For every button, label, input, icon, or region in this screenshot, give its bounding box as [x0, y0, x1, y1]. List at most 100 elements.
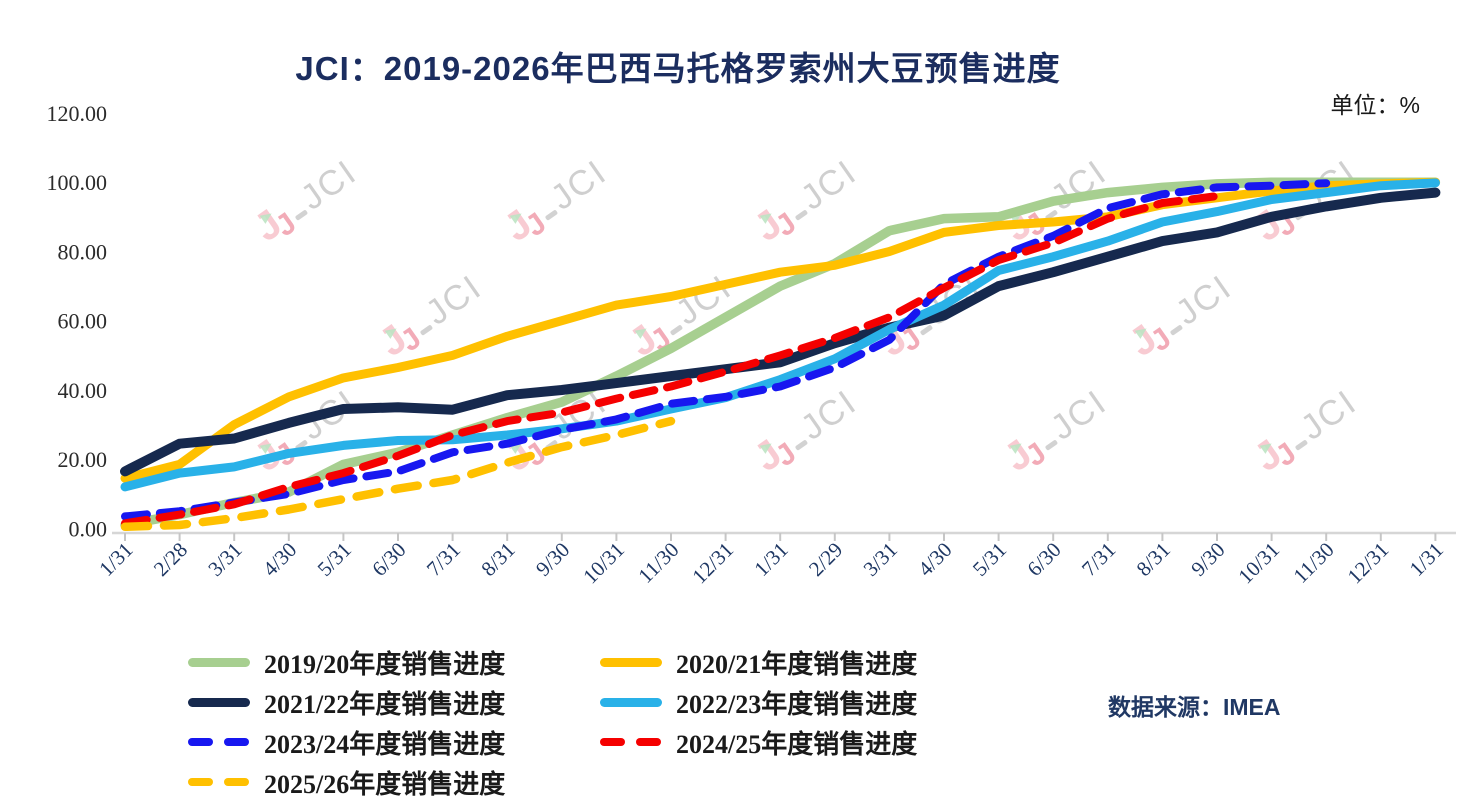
legend-dash-segment — [224, 778, 249, 786]
x-axis-tick-label: 8/31 — [1132, 538, 1175, 581]
watermark-text: JCI — [669, 267, 739, 333]
watermark-logo-green-triangle — [759, 213, 772, 224]
legend-label: 2025/26年度销售进度 — [264, 769, 506, 799]
watermark-text: JCI — [294, 152, 364, 218]
watermark-text: JCI — [1294, 382, 1364, 448]
legend-label: 2019/20年度销售进度 — [264, 649, 506, 679]
legend-dashed-line-swatch — [188, 738, 250, 746]
series-line-2021-22 — [120, 187, 1441, 477]
legend-line-swatch — [188, 657, 250, 667]
unit-label: 单位：% — [1330, 92, 1420, 118]
x-axis-tick-label: 2/28 — [149, 538, 192, 581]
legend-item: 2020/21年度销售进度 — [600, 644, 1012, 681]
y-axis-tick-label: 0.00 — [69, 517, 108, 542]
legend-item: 2021/22年度销售进度 — [188, 684, 600, 721]
x-axis-tick-label: 9/30 — [1186, 538, 1229, 581]
x-axis-tick-label: 8/31 — [476, 538, 519, 581]
series-line-2025-26 — [120, 416, 676, 532]
x-axis-tick-label: 3/31 — [859, 538, 902, 581]
x-axis-tick-label: 11/30 — [633, 538, 683, 588]
legend-line-swatch — [188, 697, 250, 707]
watermark-underscore — [1295, 440, 1308, 451]
legend-item: 2023/24年度销售进度 — [188, 724, 600, 761]
x-axis-tick-label: 2/29 — [804, 538, 847, 581]
x-axis-tick-label: 7/31 — [422, 538, 465, 581]
x-axis-tick-label: 1/31 — [94, 538, 137, 581]
y-axis-tick-label: 120.00 — [47, 101, 108, 126]
y-axis-tick-label: 80.00 — [58, 239, 108, 264]
legend-dash-segment — [188, 778, 213, 786]
watermark-underscore — [795, 210, 808, 221]
watermark-underscore — [670, 325, 683, 336]
x-axis-tick-label: 9/30 — [531, 538, 574, 581]
legend-dash-segment — [636, 738, 661, 746]
watermark-underscore — [1045, 440, 1058, 451]
x-axis-tick-label: 1/31 — [1405, 538, 1448, 581]
watermark-underscore — [295, 210, 308, 221]
legend-label: 2024/25年度销售进度 — [676, 729, 918, 759]
x-axis-tick-label: 6/30 — [1022, 538, 1065, 581]
y-axis-tick-label: 60.00 — [58, 309, 108, 334]
watermark-underscore — [1045, 210, 1058, 221]
series-line-2023-24 — [121, 179, 1331, 521]
legend-dashed-line-swatch — [188, 778, 250, 786]
watermark-logo-green-triangle — [259, 213, 272, 224]
legend-label: 2023/24年度销售进度 — [264, 729, 506, 759]
legend-item: 2025/26年度销售进度 — [188, 764, 600, 801]
legend-item: 2024/25年度销售进度 — [600, 724, 1012, 761]
y-axis-tick-label: 20.00 — [58, 447, 108, 472]
y-axis-tick-label: 100.00 — [47, 170, 108, 195]
x-axis-tick-label: 3/31 — [203, 538, 246, 581]
series-line-2022-23 — [120, 178, 1440, 492]
x-axis-tick-label: 1/31 — [749, 538, 792, 581]
watermark-logo-green-triangle — [1259, 443, 1272, 454]
x-axis-tick-label: 10/31 — [1233, 538, 1284, 589]
x-axis-tick-label: 10/31 — [578, 538, 629, 589]
x-axis-tick-label: 5/31 — [968, 538, 1011, 581]
watermark-underscore — [795, 440, 808, 451]
watermark-underscore — [545, 210, 558, 221]
legend-label: 2021/22年度销售进度 — [264, 689, 506, 719]
legend-solid-segment — [188, 657, 250, 667]
watermark-text: JCI — [794, 152, 864, 218]
legend-dash-segment — [600, 738, 625, 746]
chart-legend: 2019/20年度销售进度 2020/21年度销售进度 2021/22年度销售进度 2… — [188, 642, 1048, 802]
legend-item: 2022/23年度销售进度 — [600, 684, 1012, 721]
x-axis-tick-label: 4/30 — [913, 538, 956, 581]
series-line-2024-25 — [121, 192, 1221, 528]
x-axis-tick-label: 6/30 — [367, 538, 410, 581]
data-source-label: 数据来源：IMEA — [1108, 694, 1281, 720]
x-axis-tick-label: 7/31 — [1077, 538, 1120, 581]
watermark-text: JCI — [544, 152, 614, 218]
chart-title: JCI：2019-2026年巴西马托格罗索州大豆预售进度 — [295, 50, 1061, 87]
legend-item: 2019/20年度销售进度 — [188, 644, 600, 681]
legend-solid-segment — [600, 657, 662, 667]
watermark-logo-green-triangle — [1134, 328, 1147, 339]
legend-solid-segment — [188, 697, 250, 707]
watermark-text: JCI — [1044, 152, 1114, 218]
watermark-text: JCI — [1169, 267, 1239, 333]
legend-label: 2022/23年度销售进度 — [676, 689, 918, 719]
x-axis-tick-label: 12/31 — [1343, 538, 1394, 589]
watermark-logo-green-triangle — [634, 328, 647, 339]
watermark-logo-green-triangle — [259, 443, 272, 454]
watermark-logo-green-triangle — [509, 213, 522, 224]
x-axis-tick-label: 4/30 — [258, 538, 301, 581]
legend-dash-segment — [224, 738, 249, 746]
legend-dash-segment — [188, 738, 213, 746]
watermark-logo-green-triangle — [1009, 443, 1022, 454]
watermark-underscore — [420, 325, 433, 336]
watermark-logo-green-triangle — [384, 328, 397, 339]
x-axis-tick-label: 12/31 — [687, 538, 738, 589]
x-axis-tick-label: 11/30 — [1288, 538, 1338, 588]
watermark-text: JCI — [1044, 382, 1114, 448]
legend-line-swatch — [600, 697, 662, 707]
